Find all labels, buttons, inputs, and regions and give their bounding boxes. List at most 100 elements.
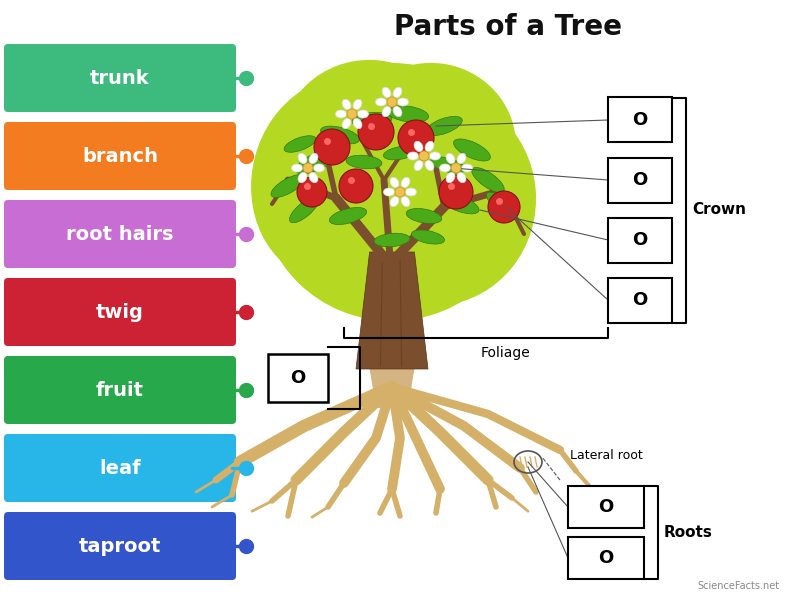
- Ellipse shape: [382, 106, 391, 116]
- Text: root hairs: root hairs: [66, 224, 174, 244]
- Circle shape: [419, 151, 429, 161]
- Ellipse shape: [387, 106, 429, 122]
- Ellipse shape: [462, 164, 473, 172]
- Text: O: O: [632, 231, 648, 249]
- Ellipse shape: [414, 142, 423, 152]
- Ellipse shape: [280, 168, 488, 300]
- Ellipse shape: [296, 150, 336, 174]
- Polygon shape: [370, 369, 414, 408]
- Ellipse shape: [353, 118, 362, 128]
- Ellipse shape: [457, 154, 466, 164]
- Circle shape: [395, 187, 405, 197]
- Ellipse shape: [406, 209, 442, 223]
- Ellipse shape: [406, 188, 417, 196]
- Ellipse shape: [425, 142, 434, 152]
- Text: O: O: [632, 291, 648, 309]
- Ellipse shape: [430, 157, 466, 173]
- FancyBboxPatch shape: [568, 537, 644, 579]
- FancyBboxPatch shape: [4, 278, 236, 346]
- Ellipse shape: [426, 116, 462, 136]
- Circle shape: [387, 97, 397, 107]
- Text: O: O: [632, 171, 648, 189]
- Ellipse shape: [401, 196, 410, 206]
- Ellipse shape: [414, 160, 423, 170]
- Ellipse shape: [441, 194, 479, 214]
- Circle shape: [488, 191, 520, 223]
- Ellipse shape: [457, 172, 466, 182]
- FancyBboxPatch shape: [608, 157, 672, 202]
- Ellipse shape: [314, 164, 325, 172]
- Circle shape: [439, 175, 473, 209]
- Ellipse shape: [271, 175, 305, 197]
- Ellipse shape: [383, 146, 417, 160]
- Ellipse shape: [401, 178, 410, 188]
- Ellipse shape: [321, 126, 359, 144]
- Ellipse shape: [298, 172, 307, 182]
- Ellipse shape: [298, 154, 307, 164]
- Text: O: O: [290, 369, 306, 387]
- Ellipse shape: [393, 106, 402, 116]
- Ellipse shape: [260, 63, 524, 321]
- Text: taproot: taproot: [79, 536, 161, 556]
- Ellipse shape: [446, 172, 455, 182]
- Ellipse shape: [328, 90, 536, 306]
- Circle shape: [398, 120, 434, 156]
- Ellipse shape: [280, 60, 456, 228]
- Ellipse shape: [358, 110, 369, 118]
- Ellipse shape: [407, 152, 418, 160]
- Text: twig: twig: [96, 302, 144, 322]
- Ellipse shape: [352, 112, 392, 128]
- Text: branch: branch: [82, 146, 158, 166]
- Ellipse shape: [374, 233, 410, 247]
- Text: leaf: leaf: [99, 458, 141, 478]
- Text: trunk: trunk: [90, 68, 150, 88]
- Ellipse shape: [393, 88, 402, 98]
- FancyBboxPatch shape: [4, 512, 236, 580]
- Circle shape: [347, 109, 357, 119]
- Text: O: O: [598, 498, 614, 516]
- Circle shape: [297, 177, 327, 207]
- Ellipse shape: [309, 172, 318, 182]
- Ellipse shape: [454, 139, 490, 161]
- Text: Crown: Crown: [692, 202, 746, 217]
- Ellipse shape: [353, 100, 362, 110]
- Ellipse shape: [291, 164, 302, 172]
- Ellipse shape: [439, 164, 450, 172]
- FancyBboxPatch shape: [268, 354, 328, 402]
- Ellipse shape: [346, 155, 382, 169]
- Text: Foliage: Foliage: [481, 346, 531, 359]
- Ellipse shape: [330, 208, 366, 224]
- Ellipse shape: [290, 197, 318, 223]
- Text: fruit: fruit: [96, 380, 144, 400]
- Ellipse shape: [309, 154, 318, 164]
- Ellipse shape: [398, 98, 409, 106]
- FancyBboxPatch shape: [4, 200, 236, 268]
- Ellipse shape: [348, 63, 516, 225]
- Circle shape: [451, 163, 461, 173]
- FancyBboxPatch shape: [4, 434, 236, 502]
- Ellipse shape: [446, 154, 455, 164]
- Ellipse shape: [411, 230, 445, 244]
- Ellipse shape: [486, 192, 514, 216]
- Text: O: O: [598, 549, 614, 567]
- Ellipse shape: [430, 152, 441, 160]
- Text: O: O: [632, 111, 648, 129]
- Text: Parts of a Tree: Parts of a Tree: [394, 13, 622, 41]
- FancyBboxPatch shape: [4, 122, 236, 190]
- Ellipse shape: [284, 136, 316, 152]
- Ellipse shape: [383, 188, 394, 196]
- Text: Lateral root: Lateral root: [570, 449, 642, 462]
- FancyBboxPatch shape: [608, 277, 672, 323]
- Text: Roots: Roots: [664, 525, 713, 540]
- Ellipse shape: [342, 118, 351, 128]
- Ellipse shape: [251, 76, 437, 284]
- Circle shape: [358, 114, 394, 150]
- Circle shape: [303, 163, 313, 173]
- Circle shape: [314, 129, 350, 165]
- FancyBboxPatch shape: [608, 97, 672, 142]
- Ellipse shape: [472, 167, 504, 193]
- Ellipse shape: [375, 98, 386, 106]
- FancyBboxPatch shape: [4, 356, 236, 424]
- FancyBboxPatch shape: [4, 44, 236, 112]
- FancyBboxPatch shape: [568, 486, 644, 528]
